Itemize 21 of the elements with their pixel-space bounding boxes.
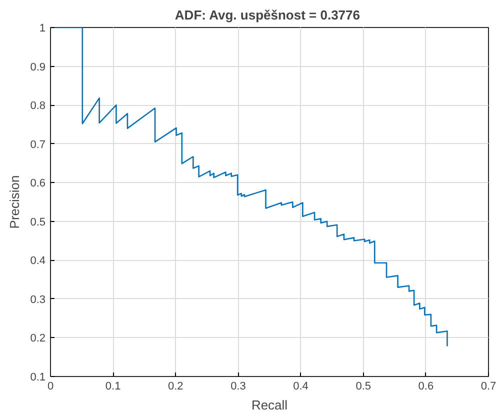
x-axis-title: Recall [251,398,288,412]
x-tick-label: 0.1 [105,380,121,392]
y-tick-label: 0.5 [30,216,46,228]
x-tick-label: 0.5 [356,380,372,392]
x-tick-label: 0.6 [418,380,434,392]
y-tick-label: 0.1 [30,372,46,384]
y-tick-label: 0.3 [30,294,46,306]
y-axis-title: Precision [7,175,22,229]
x-tick-label: 0.4 [293,380,308,392]
y-tick-label: 0.4 [30,255,46,268]
y-tick-label: 0.7 [30,138,46,151]
x-tick-label: 0.2 [168,380,184,392]
y-tick-label: 1 [39,22,46,34]
chart-title: ADF: Avg. uspěšnost = 0.3776 [174,8,360,22]
y-tick-label: 0.6 [30,178,46,190]
x-tick-label: 0.3 [230,380,246,392]
y-tick-label: 0.2 [30,332,46,345]
x-tick-label: 0.7 [480,380,496,392]
y-tick-label: 0.9 [30,61,46,74]
x-tick-label: 0 [47,380,54,392]
y-tick-label: 0.8 [30,100,46,112]
